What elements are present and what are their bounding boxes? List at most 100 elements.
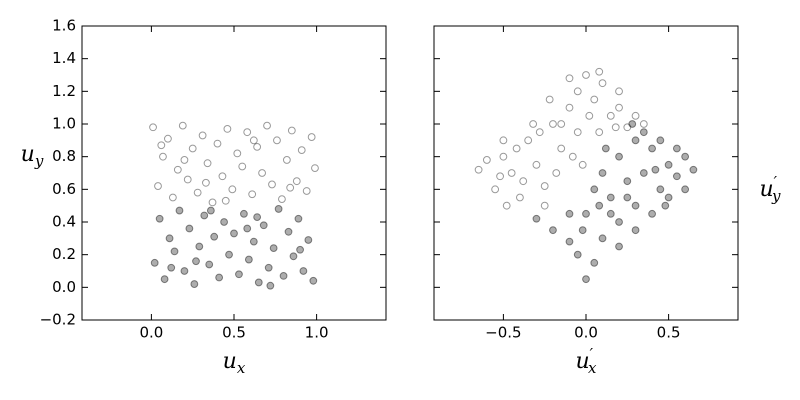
point-hollow <box>582 71 590 79</box>
point-hollow <box>188 144 197 153</box>
point-filled <box>595 201 604 210</box>
point-filled <box>155 214 164 223</box>
point-hollow <box>208 198 217 207</box>
point-hollow <box>595 128 604 137</box>
point-filled <box>296 245 304 254</box>
point-filled <box>615 152 623 161</box>
y-tick-label: 0.8 <box>52 147 76 165</box>
point-hollow <box>516 193 524 202</box>
point-filled <box>274 205 283 213</box>
point-filled <box>590 185 599 194</box>
point-filled <box>160 275 169 284</box>
point-hollow <box>598 79 607 88</box>
point-hollow <box>149 123 157 132</box>
point-hollow <box>532 160 541 169</box>
point-filled <box>240 209 248 218</box>
point-hollow <box>180 156 189 164</box>
point-filled <box>225 250 233 259</box>
point-filled <box>259 221 268 230</box>
point-filled <box>639 169 648 177</box>
point-filled <box>230 229 238 238</box>
y-axis-label-prime: ′ <box>774 173 778 191</box>
point-filled <box>532 214 541 223</box>
point-hollow <box>565 103 574 112</box>
point-hollow <box>557 120 566 128</box>
y-axis-label: uy <box>21 142 44 170</box>
point-filled <box>590 258 599 267</box>
point-filled <box>681 152 690 161</box>
point-hollow <box>568 152 577 161</box>
point-filled <box>565 209 574 218</box>
point-filled <box>175 206 184 215</box>
point-filled <box>210 232 219 241</box>
point-hollow <box>157 141 166 150</box>
point-hollow <box>529 120 538 128</box>
point-filled <box>304 236 313 244</box>
point-filled <box>606 193 615 202</box>
point-filled <box>215 273 224 282</box>
point-filled <box>549 226 557 235</box>
y-tick-label: 0.2 <box>52 245 76 263</box>
point-hollow <box>268 180 276 189</box>
point-hollow <box>573 87 582 96</box>
point-hollow <box>507 169 516 177</box>
point-filled <box>648 209 656 218</box>
point-hollow <box>198 131 207 140</box>
y-tick-label: 1.0 <box>52 115 76 133</box>
point-filled <box>190 280 199 288</box>
point-hollow <box>615 103 623 112</box>
point-filled <box>631 136 640 145</box>
point-hollow <box>183 175 192 184</box>
point-filled <box>601 144 610 153</box>
point-filled <box>253 213 262 222</box>
x-tick-label: −0.5 <box>485 324 521 342</box>
point-hollow <box>512 144 521 153</box>
point-hollow <box>287 126 296 135</box>
point-hollow <box>590 95 599 104</box>
point-filled <box>664 160 673 169</box>
point-filled <box>661 201 670 210</box>
y-tick-label: 0.6 <box>52 180 76 198</box>
point-hollow <box>154 182 162 190</box>
plot-area <box>82 26 386 320</box>
point-filled <box>573 250 582 259</box>
point-hollow <box>549 120 557 128</box>
point-hollow <box>499 152 508 161</box>
point-hollow <box>233 149 242 158</box>
point-hollow <box>202 178 210 187</box>
point-hollow <box>253 142 262 151</box>
point-filled <box>606 209 615 218</box>
point-filled <box>170 247 179 256</box>
point-hollow <box>282 156 291 164</box>
y-axis-label-base: u <box>759 177 773 202</box>
x-axis-label-sub: x <box>237 359 246 377</box>
point-hollow <box>540 201 549 210</box>
point-filled <box>200 211 209 220</box>
point-filled <box>165 234 174 243</box>
point-hollow <box>595 67 604 76</box>
point-filled <box>299 267 308 275</box>
point-filled <box>623 177 632 186</box>
point-hollow <box>238 162 247 171</box>
y-tick-label: 1.4 <box>52 49 76 67</box>
point-hollow <box>524 136 533 145</box>
plot-area <box>434 26 738 320</box>
point-hollow <box>557 144 566 153</box>
point-filled <box>651 165 660 174</box>
point-filled <box>656 185 665 194</box>
point-hollow <box>286 183 295 192</box>
point-filled <box>192 257 200 266</box>
point-hollow <box>535 128 544 137</box>
point-filled <box>235 270 243 279</box>
point-hollow <box>585 111 594 120</box>
point-hollow <box>297 146 306 155</box>
point-filled <box>623 193 632 202</box>
point-hollow <box>243 128 252 137</box>
axes-frame <box>81 25 387 321</box>
axes-frame <box>433 25 739 321</box>
x-tick-label: 0.5 <box>657 324 681 342</box>
point-hollow <box>540 182 549 190</box>
point-hollow <box>213 139 222 148</box>
point-filled <box>582 209 590 218</box>
